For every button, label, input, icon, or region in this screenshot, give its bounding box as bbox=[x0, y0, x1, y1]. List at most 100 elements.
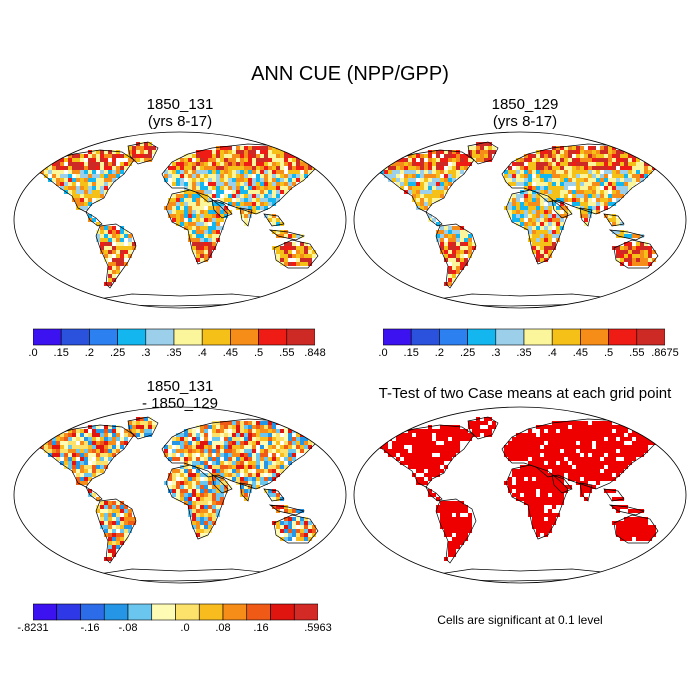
coastline-southAmerica bbox=[435, 223, 477, 289]
coastline-indonesia bbox=[608, 229, 646, 241]
coastline-greenland bbox=[467, 416, 499, 440]
map-field-cells bbox=[380, 417, 664, 561]
colorbar-tick-label: .4 bbox=[547, 347, 557, 359]
colorbar-tick-label: .55 bbox=[629, 347, 645, 359]
colorbar-swatch bbox=[89, 328, 118, 346]
colorbar-swatch bbox=[173, 328, 203, 346]
coastline-seAsia bbox=[603, 213, 625, 227]
coastline-southAmerica bbox=[435, 498, 477, 564]
colorbar-swatch bbox=[80, 603, 105, 621]
colorbar-swatch bbox=[439, 328, 468, 346]
colorbar-3 bbox=[33, 603, 318, 621]
panel1-title: 1850_131 (yrs 8-17) bbox=[60, 96, 300, 130]
colorbar-swatch bbox=[145, 328, 175, 346]
colorbar-swatch bbox=[467, 328, 497, 346]
coastline-centralAm bbox=[85, 211, 103, 227]
coastline-centralAm bbox=[85, 486, 103, 502]
coastline-arabia bbox=[211, 474, 233, 494]
panel2-title-line2: (yrs 8-17) bbox=[492, 113, 558, 130]
coastline-greenland bbox=[467, 141, 499, 165]
colorbar-swatch bbox=[580, 328, 609, 346]
panel2-title-line1: 1850_129 bbox=[491, 96, 559, 113]
colorbar-tick-label: .16 bbox=[253, 622, 269, 634]
coastline-greenland bbox=[127, 141, 159, 165]
map-field-cells bbox=[40, 417, 324, 561]
coastline-seAsia bbox=[263, 488, 285, 502]
colorbar-swatch bbox=[33, 603, 58, 621]
colorbar-tick-label: .3 bbox=[141, 347, 151, 359]
coastline-africa bbox=[505, 464, 569, 540]
colorbar-tick-label: -.8231 bbox=[17, 622, 49, 634]
main-title: ANN CUE (NPP/GPP) bbox=[251, 63, 449, 85]
coastline-northAmerica bbox=[39, 424, 135, 488]
panel4-title-line1: T-Test of two Case means at each grid po… bbox=[378, 385, 672, 402]
colorbar-tick-label: .5 bbox=[254, 347, 264, 359]
colorbar-swatch bbox=[222, 603, 248, 621]
coastline-australia bbox=[273, 239, 319, 269]
colorbar-swatch bbox=[60, 328, 90, 346]
colorbar-tick-label: .15 bbox=[53, 347, 69, 359]
map-panel1 bbox=[13, 131, 347, 309]
coastline-seAsia bbox=[603, 488, 625, 502]
coastline-centralAm bbox=[425, 486, 443, 502]
colorbar-swatch bbox=[608, 328, 638, 346]
colorbar-tick-label: .5963 bbox=[304, 622, 332, 634]
coastline-india bbox=[239, 207, 253, 227]
colorbar-swatch bbox=[246, 603, 271, 621]
panel2-title: 1850_129 (yrs 8-17) bbox=[405, 96, 645, 130]
globe-border bbox=[13, 406, 347, 584]
coastline-southAmerica bbox=[95, 223, 137, 289]
coastline-greenland bbox=[127, 416, 159, 440]
colorbar-swatch bbox=[103, 603, 129, 621]
colorbar-tick-label: .35 bbox=[166, 347, 182, 359]
colorbar-tick-label: .8675 bbox=[651, 347, 679, 359]
panel4-title: T-Test of two Case means at each grid po… bbox=[355, 385, 695, 402]
colorbar-3-labels: -.8231 -.16 -.08 .0 .08 .16 .5963 bbox=[17, 622, 331, 638]
coastline-northAmerica bbox=[39, 149, 135, 213]
colorbar-swatch bbox=[636, 328, 665, 346]
globe-border bbox=[13, 131, 347, 309]
map-panel3 bbox=[13, 406, 347, 584]
colorbar-tick-label: .0 bbox=[28, 347, 38, 359]
coastline-india bbox=[579, 207, 593, 227]
colorbar-swatch bbox=[270, 603, 295, 621]
colorbar-tick-label: .3 bbox=[491, 347, 501, 359]
colorbar-tick-label: .5 bbox=[604, 347, 614, 359]
map-panel4 bbox=[353, 406, 687, 584]
colorbar-tick-label: .15 bbox=[403, 347, 419, 359]
coastline-seAsia bbox=[263, 213, 285, 227]
significance-note: Cells are significant at 0.1 level bbox=[437, 613, 603, 627]
coastline-northAmerica bbox=[379, 424, 475, 488]
coastline-africa bbox=[505, 189, 569, 265]
colorbar-tick-label: -.16 bbox=[80, 622, 100, 634]
colorbar-tick-label: .08 bbox=[215, 622, 231, 634]
panel1-title-line1: 1850_131 bbox=[146, 96, 214, 113]
coastline-arabia bbox=[551, 474, 573, 494]
colorbar-swatch bbox=[495, 328, 525, 346]
colorbar-tick-label: .45 bbox=[222, 347, 239, 359]
colorbar-tick-label: .0 bbox=[180, 622, 190, 634]
coastline-indonesia bbox=[268, 504, 306, 516]
colorbar-swatch bbox=[33, 328, 62, 346]
colorbar-swatch bbox=[198, 603, 224, 621]
colorbar-swatch bbox=[383, 328, 412, 346]
colorbar-swatch bbox=[523, 328, 553, 346]
colorbar-tick-label: .2 bbox=[434, 347, 444, 359]
colorbar-tick-label: .0 bbox=[378, 347, 388, 359]
colorbar-2-labels: .0 .15 .2 .25 .3 .35 .4 .45 .5 .55 .8675 bbox=[378, 347, 678, 363]
coastline-centralAm bbox=[425, 211, 443, 227]
colorbar-tick-label: .848 bbox=[304, 347, 326, 359]
colorbar-swatch bbox=[127, 603, 153, 621]
colorbar-swatch bbox=[175, 603, 200, 621]
coastline-antarctica bbox=[431, 293, 613, 307]
colorbar-tick-label: .25 bbox=[109, 347, 126, 359]
colorbar-tick-label: .35 bbox=[516, 347, 532, 359]
coastline-india bbox=[239, 482, 253, 502]
map-field-cells bbox=[380, 142, 664, 286]
map-panel2 bbox=[353, 131, 687, 309]
colorbar-swatch bbox=[258, 328, 288, 346]
coastline-arabia bbox=[551, 199, 573, 219]
colorbar-tick-label: .25 bbox=[459, 347, 476, 359]
colorbar-tick-label: .2 bbox=[84, 347, 94, 359]
coastline-arabia bbox=[211, 199, 233, 219]
